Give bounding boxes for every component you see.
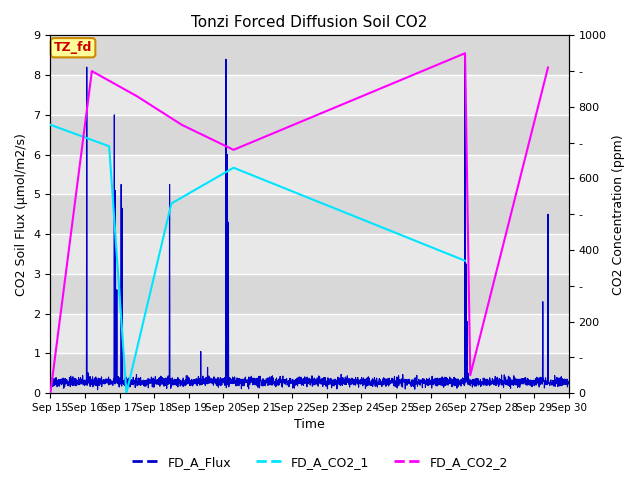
Bar [51, 115, 569, 155]
Bar [51, 313, 569, 353]
X-axis label: Time: Time [294, 419, 325, 432]
Bar [51, 75, 569, 115]
Bar [51, 194, 569, 234]
Bar [51, 36, 569, 75]
Y-axis label: CO2 Soil Flux (μmol/m2/s): CO2 Soil Flux (μmol/m2/s) [15, 133, 28, 296]
Legend: FD_A_Flux, FD_A_CO2_1, FD_A_CO2_2: FD_A_Flux, FD_A_CO2_1, FD_A_CO2_2 [127, 451, 513, 474]
Text: TZ_fd: TZ_fd [54, 41, 92, 54]
Title: Tonzi Forced Diffusion Soil CO2: Tonzi Forced Diffusion Soil CO2 [191, 15, 428, 30]
Bar [51, 274, 569, 313]
Bar [51, 234, 569, 274]
Y-axis label: CO2 Concentration (ppm): CO2 Concentration (ppm) [612, 134, 625, 295]
Bar [51, 155, 569, 194]
Bar [51, 353, 569, 393]
